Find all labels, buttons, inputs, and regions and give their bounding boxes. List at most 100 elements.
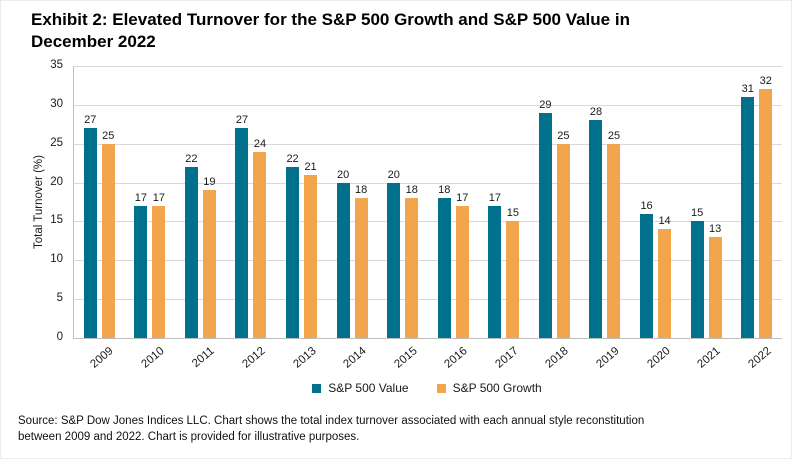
value-bar: 31 bbox=[741, 83, 755, 338]
gridline bbox=[74, 260, 782, 262]
bar-value-label: 18 bbox=[355, 184, 368, 197]
value-bar: 20 bbox=[387, 169, 401, 338]
bar-value-label: 17 bbox=[152, 191, 165, 204]
source-note: Source: S&P Dow Jones Indices LLC. Chart… bbox=[18, 413, 778, 445]
bar-group: 20 18 bbox=[327, 66, 378, 338]
bar-value-label: 18 bbox=[405, 184, 418, 197]
legend-label: S&P 500 Growth bbox=[452, 381, 542, 395]
gridline bbox=[74, 299, 782, 301]
bar-group: 18 17 bbox=[428, 66, 479, 338]
bar-group: 17 15 bbox=[479, 66, 530, 338]
bar-group: 22 21 bbox=[276, 66, 327, 338]
bar-value-label: 14 bbox=[658, 215, 671, 228]
bar-value-label: 32 bbox=[759, 75, 772, 88]
bar-value-label: 28 bbox=[589, 106, 603, 119]
gridline bbox=[74, 66, 782, 67]
bar-value-label: 27 bbox=[235, 114, 249, 127]
value-bar: 27 bbox=[83, 114, 97, 338]
value-bar: 17 bbox=[488, 192, 502, 338]
bar-value-label: 15 bbox=[691, 207, 704, 220]
bar-group: 29 25 bbox=[529, 66, 580, 338]
bar-value-label: 25 bbox=[607, 129, 621, 142]
bar-value-label: 20 bbox=[387, 168, 400, 181]
value-bar: 16 bbox=[640, 200, 654, 338]
bar-group: 17 17 bbox=[125, 66, 176, 338]
bar-group: 28 25 bbox=[580, 66, 631, 338]
y-tick-label: 20 bbox=[50, 175, 63, 188]
legend-swatch bbox=[436, 383, 446, 393]
bar-group: 20 18 bbox=[377, 66, 428, 338]
value-bar: 18 bbox=[354, 184, 368, 338]
y-tick-label: 0 bbox=[56, 331, 63, 343]
value-bar: 27 bbox=[235, 114, 249, 338]
value-bar: 24 bbox=[253, 138, 267, 338]
y-tick-label: 5 bbox=[56, 292, 63, 305]
bar-value-label: 15 bbox=[506, 207, 519, 220]
y-axis-title-text: Total Turnover (%) bbox=[33, 155, 46, 249]
y-tick-label: 15 bbox=[50, 214, 63, 227]
bar-value-label: 19 bbox=[203, 176, 216, 189]
bar-group: 27 25 bbox=[74, 66, 125, 338]
value-bar: 22 bbox=[286, 153, 300, 338]
legend: S&P 500 Value S&P 500 Growth bbox=[73, 381, 781, 395]
gridline bbox=[74, 182, 782, 184]
bar-value-label: 18 bbox=[438, 184, 451, 197]
gridline bbox=[74, 221, 782, 223]
value-bar: 15 bbox=[506, 207, 520, 338]
value-bar: 17 bbox=[134, 192, 148, 338]
value-bar: 15 bbox=[690, 207, 704, 338]
y-tick-label: 35 bbox=[50, 59, 63, 71]
value-bar: 32 bbox=[759, 75, 773, 338]
bar-value-label: 31 bbox=[741, 83, 754, 96]
value-bar: 20 bbox=[336, 169, 350, 338]
plot-area: 27 25 17 17 22 19 27 24 22 21 20 18 20 18 18 17 17 15 29 25… bbox=[73, 66, 782, 339]
bar-value-label: 22 bbox=[185, 153, 198, 166]
value-bar: 22 bbox=[184, 153, 198, 338]
source-note-line-1: Source: S&P Dow Jones Indices LLC. Chart… bbox=[18, 415, 645, 427]
value-bar: 17 bbox=[455, 192, 469, 338]
value-bar: 28 bbox=[589, 106, 603, 338]
legend-swatch bbox=[312, 383, 322, 393]
bar-value-label: 17 bbox=[134, 191, 147, 204]
bar-group: 15 13 bbox=[681, 66, 732, 338]
y-tick-label: 10 bbox=[50, 253, 63, 266]
bar-value-label: 16 bbox=[640, 199, 653, 212]
value-bar: 18 bbox=[437, 184, 451, 338]
bar-value-label: 22 bbox=[286, 153, 299, 166]
bar-value-label: 13 bbox=[709, 222, 722, 235]
source-note-line-2: between 2009 and 2022. Chart is provided… bbox=[18, 431, 360, 443]
legend-item: S&P 500 Value bbox=[312, 381, 409, 395]
chart-title: Exhibit 2: Elevated Turnover for the S&P… bbox=[31, 9, 771, 53]
bar-group: 27 24 bbox=[226, 66, 277, 338]
chart-title-line-1: Exhibit 2: Elevated Turnover for the S&P… bbox=[31, 10, 630, 29]
legend-label: S&P 500 Value bbox=[328, 381, 409, 395]
bar-group: 22 19 bbox=[175, 66, 226, 338]
bar-value-label: 17 bbox=[488, 191, 501, 204]
value-bar: 25 bbox=[607, 130, 621, 338]
bar-group: 16 14 bbox=[630, 66, 681, 338]
value-bar: 17 bbox=[152, 192, 166, 338]
gridline bbox=[74, 143, 782, 145]
value-bar: 18 bbox=[405, 184, 419, 338]
value-bar: 21 bbox=[304, 161, 318, 338]
bar-group: 31 32 bbox=[731, 66, 782, 338]
value-bar: 13 bbox=[708, 223, 722, 338]
gridline bbox=[74, 104, 782, 106]
y-tick-label: 30 bbox=[50, 97, 63, 110]
bar-value-label: 24 bbox=[253, 137, 267, 150]
bar-value-label: 29 bbox=[539, 98, 552, 111]
bar-value-label: 27 bbox=[84, 114, 97, 127]
bar-value-label: 21 bbox=[304, 160, 317, 173]
value-bar: 14 bbox=[658, 215, 672, 338]
value-bar: 19 bbox=[202, 176, 216, 338]
legend-item: S&P 500 Growth bbox=[436, 381, 542, 395]
chart-title-line-2: December 2022 bbox=[31, 32, 156, 51]
value-bar: 25 bbox=[556, 130, 570, 338]
bar-value-label: 17 bbox=[456, 191, 469, 204]
value-bar: 25 bbox=[101, 130, 115, 338]
y-tick-label: 25 bbox=[50, 136, 63, 149]
bar-value-label: 20 bbox=[337, 168, 350, 181]
value-bar: 29 bbox=[538, 99, 552, 338]
bar-value-label: 25 bbox=[102, 129, 115, 142]
